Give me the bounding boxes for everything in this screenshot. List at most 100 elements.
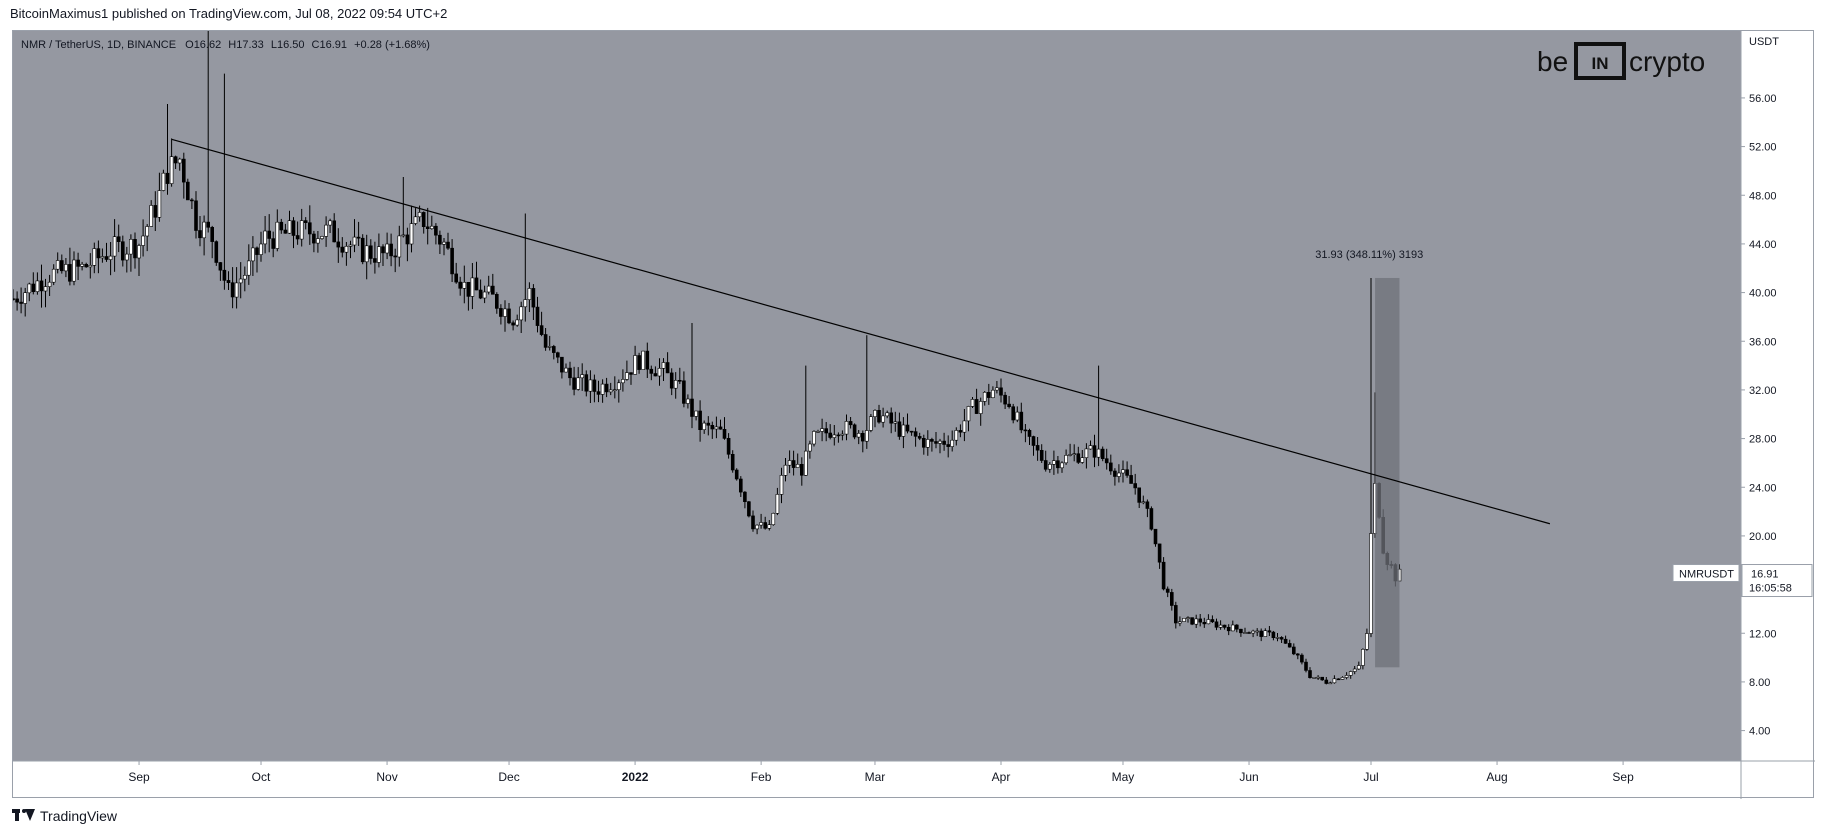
price-tick-label: 8.00 [1749,677,1770,689]
candle-body [507,308,511,324]
candle-body [23,292,27,304]
candle-body [112,236,117,257]
chart-container[interactable]: 31.93 (348.11%) 3193 NMR / TetherUS, 1D,… [12,30,1815,799]
price-tick-label: 20.00 [1749,531,1777,543]
candle-body [51,268,56,283]
candle-body [1170,592,1174,606]
candle-body [551,346,556,353]
candle-body [1056,460,1060,469]
candle-body [1348,671,1353,676]
candle-body [1255,630,1259,633]
candle-body [885,412,890,417]
candle-body [165,172,170,184]
candle-body [324,224,328,237]
candle-body [482,291,487,299]
low-label: L [271,39,277,51]
candle-body [726,437,731,455]
candle-body [1035,445,1040,451]
candle-body [763,522,768,529]
candle-body [230,282,235,298]
candle-body [1165,588,1170,593]
candle-body [1109,462,1113,472]
candle-body [889,412,894,424]
candle-body [31,283,36,292]
candle-body [55,260,60,270]
candle-body [938,440,942,444]
candle-body [88,265,93,268]
beincrypto-watermark: be IN crypto [1537,42,1705,80]
plot-area[interactable] [13,31,1741,761]
watermark-middle: IN [1592,54,1609,73]
candle-body [1190,617,1194,625]
candle-body [190,199,194,202]
candle-body [641,350,646,370]
candle-body [287,220,292,234]
candle-body [759,522,763,526]
candle-body [673,379,678,389]
last-price-countdown: 16:05:58 [1749,583,1792,595]
candle-body [429,225,434,229]
candle-body [1287,643,1292,648]
candle-body [799,463,804,476]
candle-body [1357,665,1361,670]
time-tick-label: Jun [1239,770,1258,784]
candle-body [698,410,702,431]
candle-body [1352,668,1357,672]
symbol-legend: NMR / TetherUS, 1D, BINANCE O16.62 H17.3… [21,39,430,51]
candle-body [458,281,463,289]
candle-body [251,247,255,262]
candle-body [194,200,198,231]
candle-body [72,259,76,282]
candle-body [76,259,80,267]
candle-body [600,383,605,395]
candle-body [1202,621,1207,625]
candle-body [665,362,670,374]
candle-body [1031,436,1036,446]
candle-body [856,432,861,438]
candle-body [368,245,373,259]
candle-body [657,367,662,377]
candle-body [848,421,853,426]
candle-body [316,238,320,244]
candle-body [913,431,918,437]
candle-body [706,422,711,426]
candle-body [1308,670,1312,678]
price-axis[interactable]: USDT 56.00 52.00 48.00 44.00 40.00 36.00 32.00… [1741,36,1779,738]
candlestick-chart[interactable]: 31.93 (348.11%) 3193 NMR / TetherUS, 1D,… [13,31,1815,799]
candle-body [974,399,979,414]
candle-body [145,226,149,237]
candle-body [686,398,690,404]
candle-body [604,383,609,393]
candle-body [791,460,796,468]
candle-body [1369,533,1373,634]
candle-body [1210,619,1215,623]
candle-body [1283,638,1288,644]
time-tick-label: Aug [1486,770,1507,784]
price-tick-label: 32.00 [1749,385,1777,397]
candle-body [1296,653,1300,656]
candle-body [43,286,48,292]
candle-body [999,387,1003,396]
candle-body [1198,618,1202,623]
candle-body [1178,621,1182,624]
candle-body [1019,411,1024,431]
candle-body [832,434,837,438]
candle-body [677,379,682,382]
high-value: 17.33 [236,39,264,51]
candle-body [381,246,385,254]
time-axis[interactable]: Sep Oct Nov Dec 2022 Feb Mar Apr May Jun Jul Aug Sep [128,761,1634,784]
candle-body [690,398,694,417]
tradingview-logo-icon [12,809,35,823]
candle-body [129,239,133,255]
candle-body [39,280,44,292]
candle-body [1039,449,1044,461]
candle-body [718,426,723,430]
candle-body [820,428,824,432]
candle-body [299,220,304,240]
candle-body [389,243,393,257]
candle-body [1235,624,1239,630]
candle-body [84,264,88,268]
candle-body [1206,619,1211,625]
candle-body [1304,661,1308,671]
candle-body [283,229,288,234]
